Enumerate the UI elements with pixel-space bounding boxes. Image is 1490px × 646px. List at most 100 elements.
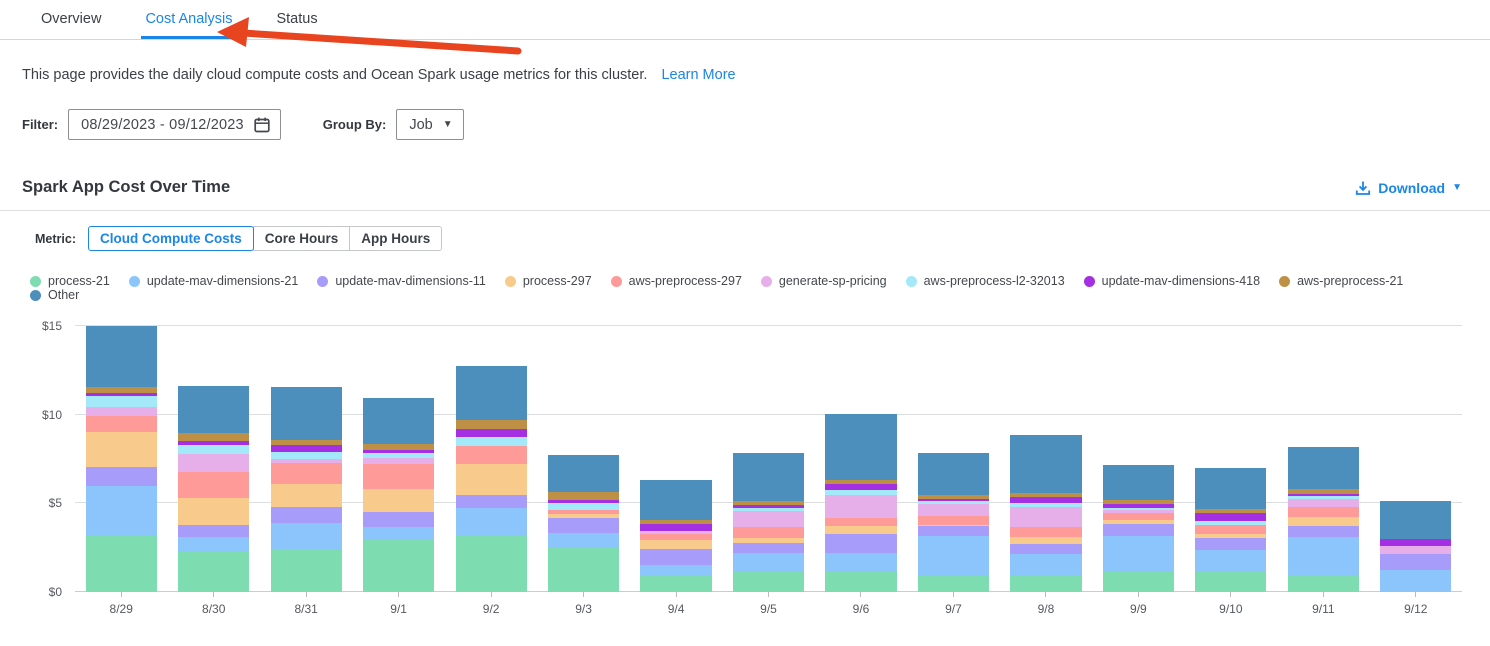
legend-item-process-297[interactable]: process-297 (504, 274, 592, 288)
bar-segment-update-mav-dimensions-418[interactable] (455, 428, 527, 437)
bar-segment-process-21[interactable] (178, 551, 250, 592)
bar-segment-update-mav-dimensions-418[interactable] (825, 483, 897, 491)
bar-stack-9/12[interactable] (1380, 500, 1452, 592)
bar-segment-update-mav-dimensions-21[interactable] (1010, 553, 1082, 576)
bar-segment-update-mav-dimensions-21[interactable] (178, 537, 250, 552)
bar-segment-aws-preprocess-l2-32013[interactable] (1010, 502, 1082, 507)
bar-segment-update-mav-dimensions-418[interactable] (1010, 497, 1082, 503)
bar-segment-update-mav-dimensions-21[interactable] (85, 485, 157, 536)
bar-segment-aws-preprocess-21[interactable] (1102, 499, 1174, 505)
bar-stack-9/6[interactable] (825, 413, 897, 592)
bar-segment-aws-preprocess-297[interactable] (917, 515, 990, 525)
bar-segment-process-297[interactable] (455, 464, 527, 496)
date-range-picker[interactable]: 08/29/2023 - 09/12/2023 (68, 109, 281, 140)
bar-segment-other[interactable] (1195, 467, 1267, 509)
bar-segment-update-mav-dimensions-21[interactable] (270, 522, 342, 551)
bar-segment-other[interactable] (85, 326, 157, 388)
legend-item-update-mav-dimensions-418[interactable]: update-mav-dimensions-418 (1083, 274, 1260, 288)
bar-segment-update-mav-dimensions-11[interactable] (547, 518, 620, 533)
bar-segment-update-mav-dimensions-418[interactable] (363, 450, 435, 453)
bar-segment-update-mav-dimensions-418[interactable] (732, 505, 805, 508)
bar-stack-9/8[interactable] (1010, 435, 1082, 592)
bar-segment-process-21[interactable] (363, 539, 435, 592)
bar-segment-update-mav-dimensions-11[interactable] (917, 526, 990, 537)
bar-segment-aws-preprocess-297[interactable] (1010, 527, 1082, 538)
bar-segment-process-21[interactable] (455, 535, 527, 592)
download-button[interactable]: Download ▼ (1355, 180, 1462, 196)
bar-segment-process-21[interactable] (1102, 571, 1174, 592)
bar-segment-aws-preprocess-297[interactable] (825, 517, 897, 526)
bar-segment-other[interactable] (270, 387, 342, 440)
bar-segment-generate-sp-pricing[interactable] (1010, 506, 1082, 528)
bar-segment-update-mav-dimensions-11[interactable] (363, 512, 435, 528)
bar-segment-update-mav-dimensions-418[interactable] (85, 393, 157, 397)
legend-item-process-21[interactable]: process-21 (30, 274, 110, 288)
bar-segment-other[interactable] (732, 452, 805, 501)
bar-segment-process-21[interactable] (270, 550, 342, 592)
bar-segment-other[interactable] (178, 386, 250, 434)
bar-segment-process-21[interactable] (1010, 575, 1082, 592)
legend-item-aws-preprocess-l2-32013[interactable]: aws-preprocess-l2-32013 (905, 274, 1065, 288)
bar-segment-aws-preprocess-21[interactable] (85, 387, 157, 394)
bar-segment-update-mav-dimensions-418[interactable] (1195, 513, 1267, 522)
bar-segment-aws-preprocess-297[interactable] (640, 533, 712, 540)
bar-segment-process-297[interactable] (640, 539, 712, 550)
bar-segment-update-mav-dimensions-21[interactable] (732, 553, 805, 572)
bar-segment-aws-preprocess-297[interactable] (455, 445, 527, 465)
bar-stack-8/29[interactable] (85, 326, 157, 592)
bar-segment-process-297[interactable] (178, 498, 250, 525)
bar-segment-other[interactable] (1380, 500, 1452, 539)
bar-segment-aws-preprocess-21[interactable] (1010, 492, 1082, 498)
bar-segment-aws-preprocess-297[interactable] (85, 415, 157, 433)
bar-segment-generate-sp-pricing[interactable] (917, 504, 990, 516)
bar-segment-generate-sp-pricing[interactable] (1380, 545, 1452, 554)
bar-segment-generate-sp-pricing[interactable] (640, 530, 712, 534)
bar-segment-update-mav-dimensions-11[interactable] (1102, 523, 1174, 537)
bar-segment-aws-preprocess-297[interactable] (1102, 513, 1174, 521)
bar-segment-other[interactable] (455, 365, 527, 421)
bar-segment-update-mav-dimensions-418[interactable] (1287, 493, 1359, 497)
bar-segment-aws-preprocess-21[interactable] (1287, 489, 1359, 494)
bar-segment-other[interactable] (1287, 446, 1359, 490)
bar-stack-9/4[interactable] (640, 480, 712, 592)
bar-segment-aws-preprocess-21[interactable] (732, 500, 805, 506)
bar-segment-other[interactable] (640, 480, 712, 521)
bar-segment-update-mav-dimensions-11[interactable] (1380, 553, 1452, 570)
bar-segment-other[interactable] (363, 397, 435, 444)
bar-segment-process-297[interactable] (1102, 520, 1174, 524)
legend-item-generate-sp-pricing[interactable]: generate-sp-pricing (760, 274, 887, 288)
bar-segment-update-mav-dimensions-11[interactable] (825, 534, 897, 554)
bar-segment-aws-preprocess-297[interactable] (547, 510, 620, 515)
bar-segment-aws-preprocess-21[interactable] (363, 443, 435, 451)
bar-segment-aws-preprocess-l2-32013[interactable] (455, 436, 527, 446)
bar-segment-update-mav-dimensions-21[interactable] (1380, 569, 1452, 592)
bar-segment-aws-preprocess-l2-32013[interactable] (1287, 496, 1359, 499)
bar-segment-other[interactable] (1102, 465, 1174, 500)
bar-segment-update-mav-dimensions-418[interactable] (1102, 504, 1174, 508)
bar-segment-update-mav-dimensions-21[interactable] (1287, 537, 1359, 576)
bar-segment-aws-preprocess-297[interactable] (1195, 524, 1267, 534)
bar-segment-update-mav-dimensions-11[interactable] (178, 524, 250, 538)
bar-segment-generate-sp-pricing[interactable] (363, 458, 435, 465)
bar-segment-generate-sp-pricing[interactable] (178, 453, 250, 473)
bar-segment-process-297[interactable] (270, 483, 342, 507)
bar-segment-process-21[interactable] (917, 576, 990, 592)
bar-stack-9/9[interactable] (1102, 465, 1174, 592)
legend-item-aws-preprocess-21[interactable]: aws-preprocess-21 (1279, 274, 1403, 288)
bar-segment-process-21[interactable] (1287, 575, 1359, 592)
bar-segment-generate-sp-pricing[interactable] (85, 406, 157, 416)
bar-stack-9/11[interactable] (1287, 446, 1359, 592)
bar-segment-process-297[interactable] (363, 489, 435, 513)
bar-segment-update-mav-dimensions-21[interactable] (547, 532, 620, 547)
bar-segment-generate-sp-pricing[interactable] (270, 459, 342, 463)
bar-segment-aws-preprocess-297[interactable] (732, 527, 805, 538)
bar-segment-aws-preprocess-l2-32013[interactable] (732, 507, 805, 512)
legend-item-update-mav-dimensions-11[interactable]: update-mav-dimensions-11 (317, 274, 486, 288)
bar-stack-9/7[interactable] (917, 452, 990, 592)
bar-segment-other[interactable] (547, 454, 620, 492)
bar-segment-update-mav-dimensions-21[interactable] (455, 507, 527, 536)
bar-segment-update-mav-dimensions-418[interactable] (547, 499, 620, 504)
tab-cost-analysis[interactable]: Cost Analysis (141, 1, 237, 39)
bar-segment-update-mav-dimensions-11[interactable] (1010, 544, 1082, 554)
bar-segment-aws-preprocess-l2-32013[interactable] (85, 396, 157, 407)
